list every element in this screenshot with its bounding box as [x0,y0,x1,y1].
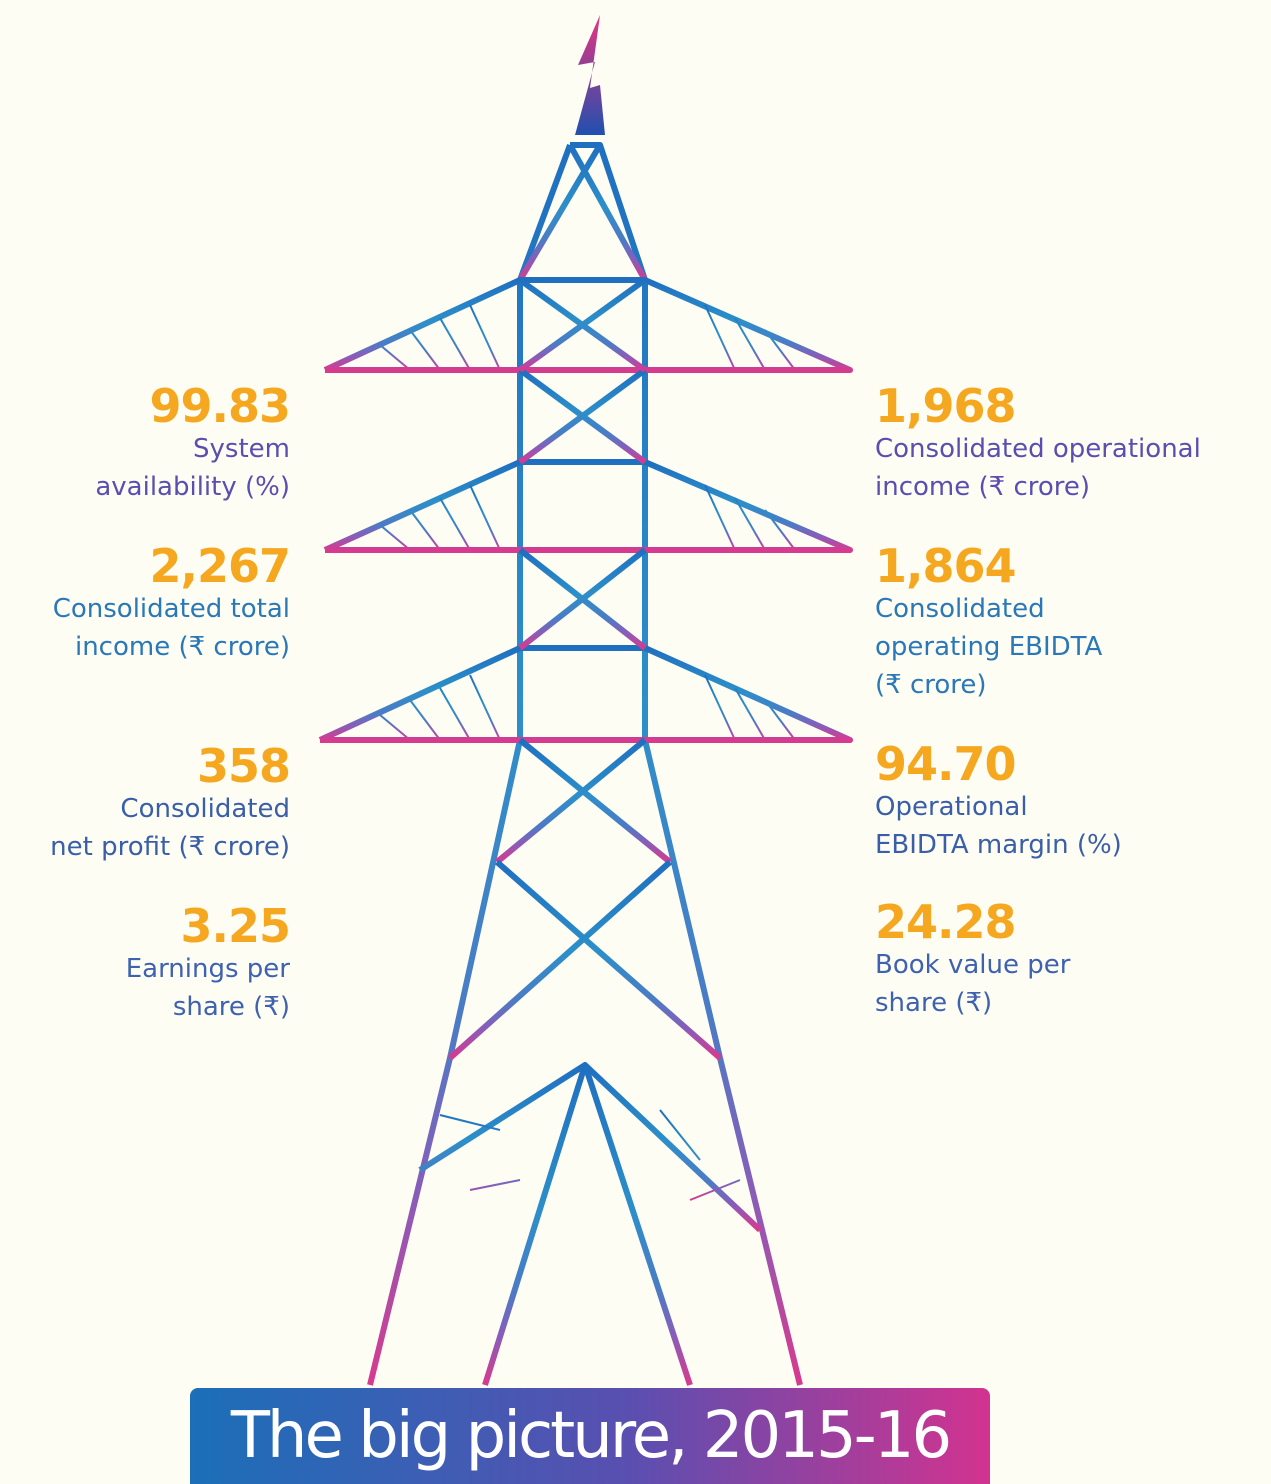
stat-label: System [193,434,290,464]
stat-value: 1,864 [875,539,1017,593]
stat-label: Earnings per [125,954,290,984]
stat-value: 94.70 [875,737,1017,791]
stat: 1,968 Consolidated operational income (₹ c… [875,382,1265,506]
stat: 358 Consolidated net profit (₹ crore) [0,739,291,866]
stat-label: Consolidated [120,794,290,824]
stat-value: 2,267 [149,539,291,593]
stat-value: 3.25 [180,899,292,953]
lattice [379,304,796,1201]
stat-value: 99.83 [149,379,291,433]
title-banner: The big picture, 2015-16 [190,1388,990,1484]
stat-label: income (₹ crore) [74,632,290,662]
tower-frame [318,142,853,1386]
stat-label: Operational [875,792,1028,822]
stat-value: 24.28 [875,895,1017,949]
stat-label: operating EBIDTA [875,632,1103,662]
stat-value: 358 [196,739,291,793]
stat-label: (₹ crore) [875,670,987,700]
stat: 1,864 Consolidated operating EBIDTA (₹ cror… [875,542,1265,704]
stat-label: net profit (₹ crore) [50,832,290,862]
stat-label: Book value per [875,950,1071,980]
stat: 94.70 Operational EBIDTA margin (%) [875,740,1265,864]
stat-label: share (₹) [875,988,993,1018]
stat: 2,267 Consolidated total income (₹ crore) [0,539,291,666]
stat: 3.25 Earnings per share (₹) [0,899,292,1026]
stat-label: Consolidated [875,594,1045,624]
stat-label: availability (%) [95,472,290,502]
stat-label: share (₹) [172,992,290,1022]
stat: 24.28 Book value per share (₹) [875,898,1265,1022]
stat: 99.83 System availability (%) [0,379,291,506]
stat-label: Consolidated operational [875,434,1201,464]
insulators [318,374,852,860]
stat-label: Consolidated total [52,594,290,624]
stat-label: income (₹ crore) [875,472,1091,502]
bolt [575,15,605,135]
stat-label: EBIDTA margin (%) [875,830,1122,860]
stat-value: 1,968 [875,379,1017,433]
